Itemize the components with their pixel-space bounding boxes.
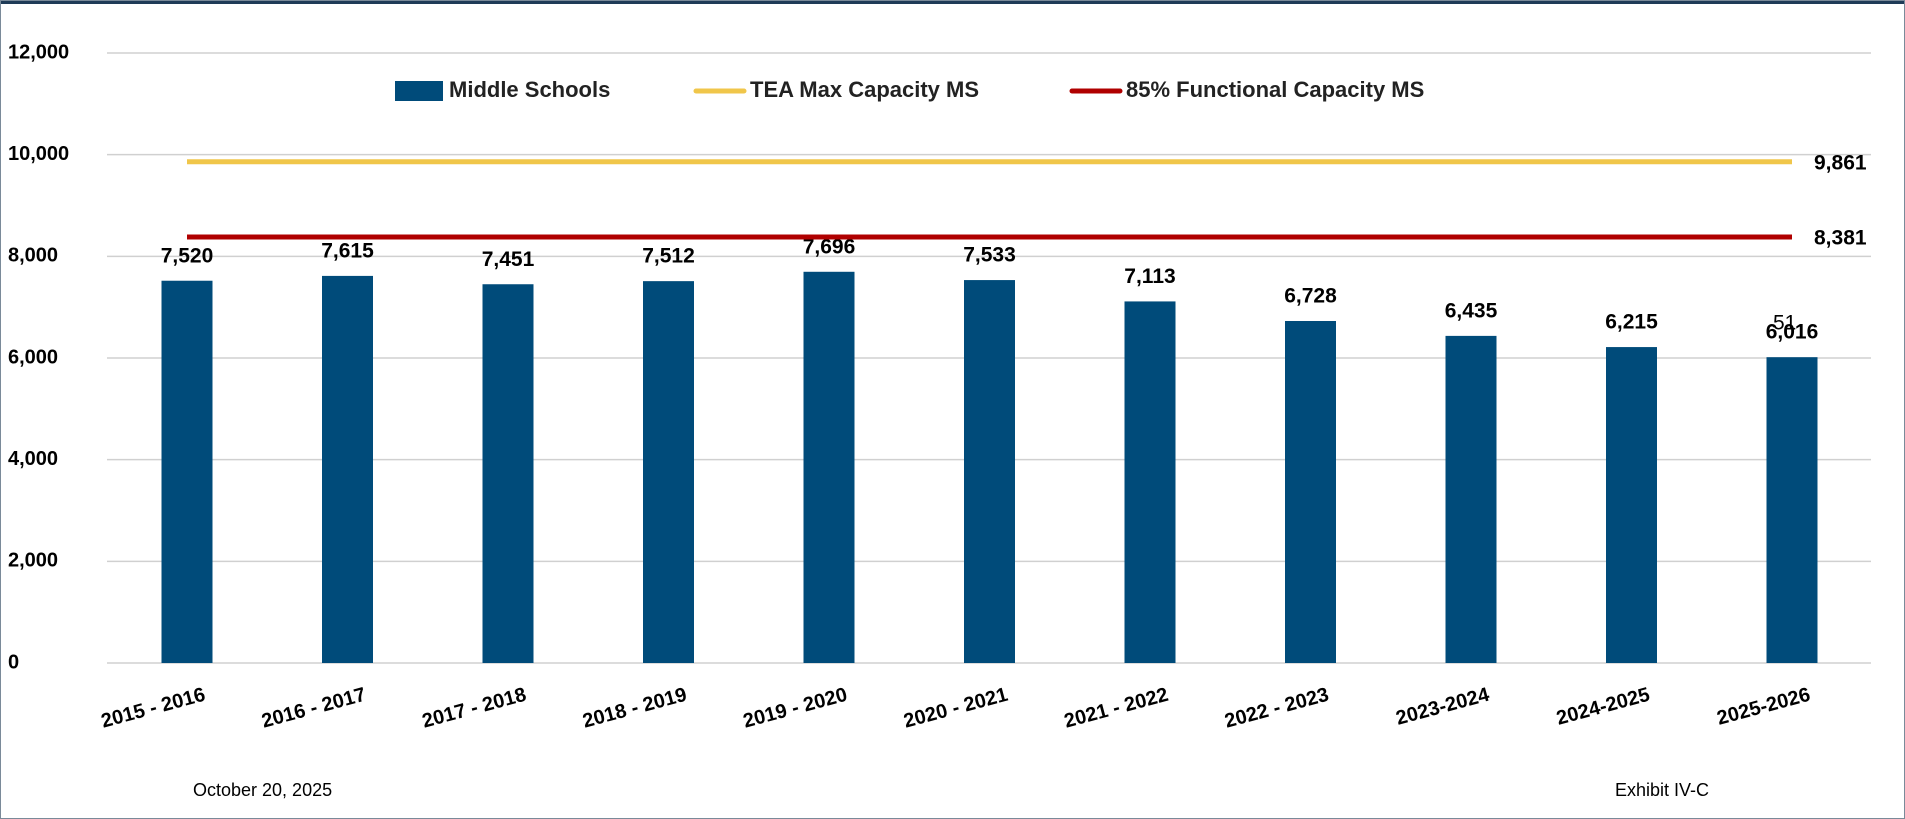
top-border bbox=[0, 0, 1905, 4]
data-label: 7,615 bbox=[321, 239, 374, 262]
annotation: 51 bbox=[1773, 312, 1796, 335]
bar bbox=[964, 280, 1015, 663]
y-tick-label: 4,000 bbox=[8, 448, 58, 470]
x-tick-label: 2020 - 2021 bbox=[901, 684, 1010, 733]
x-tick-label: 2022 - 2023 bbox=[1222, 684, 1331, 733]
bar bbox=[1285, 320, 1336, 663]
data-label: 9,861 bbox=[1814, 151, 1867, 174]
x-tick-label: 2023-2024 bbox=[1394, 683, 1493, 729]
x-tick-label: 2025-2026 bbox=[1715, 684, 1813, 730]
x-tick-label: 2019 - 2020 bbox=[741, 684, 850, 733]
data-label: 7,533 bbox=[963, 244, 1016, 267]
x-tick-label: 2015 - 2016 bbox=[99, 684, 208, 733]
y-tick-label: 8,000 bbox=[8, 245, 58, 267]
data-label: 6,215 bbox=[1605, 311, 1658, 334]
x-tick-label: 2017 - 2018 bbox=[420, 684, 529, 733]
data-label: 7,696 bbox=[803, 235, 856, 258]
legend-label: 85% Functional Capacity MS bbox=[1126, 77, 1424, 102]
y-tick-label: 6,000 bbox=[8, 346, 58, 368]
x-tick-label: 2021 - 2022 bbox=[1062, 684, 1171, 733]
bar bbox=[1445, 335, 1497, 663]
data-label: 7,113 bbox=[1124, 265, 1175, 288]
y-tick-label: 2,000 bbox=[8, 550, 58, 572]
x-tick-label: 2016 - 2017 bbox=[259, 684, 368, 733]
y-tick-label: 0 bbox=[8, 651, 19, 673]
x-tick-label: 2024-2025 bbox=[1554, 684, 1652, 730]
y-tick-label: 10,000 bbox=[8, 143, 69, 165]
data-label: 7,512 bbox=[642, 245, 695, 268]
footer-exhibit: Exhibit IV-C bbox=[1615, 780, 1709, 800]
bar bbox=[322, 275, 373, 663]
data-label: 7,451 bbox=[482, 248, 535, 271]
bar bbox=[161, 280, 213, 663]
data-label: 6,435 bbox=[1445, 299, 1498, 322]
legend-label: TEA Max Capacity MS bbox=[750, 77, 979, 102]
legend-label: Middle Schools bbox=[449, 77, 610, 102]
bar bbox=[643, 281, 694, 663]
bar bbox=[482, 284, 534, 663]
bar bbox=[803, 271, 855, 663]
y-tick-label: 12,000 bbox=[8, 41, 69, 63]
footer-date: October 20, 2025 bbox=[193, 780, 332, 800]
data-label: 6,016 bbox=[1766, 321, 1819, 344]
x-tick-label: 2018 - 2019 bbox=[580, 684, 689, 733]
bar bbox=[1606, 347, 1657, 663]
bar bbox=[1124, 301, 1176, 663]
legend-swatch bbox=[395, 81, 443, 101]
data-label: 6,728 bbox=[1284, 285, 1337, 308]
data-label: 8,381 bbox=[1814, 227, 1867, 250]
bar bbox=[1766, 357, 1818, 663]
data-label: 7,520 bbox=[161, 244, 214, 267]
